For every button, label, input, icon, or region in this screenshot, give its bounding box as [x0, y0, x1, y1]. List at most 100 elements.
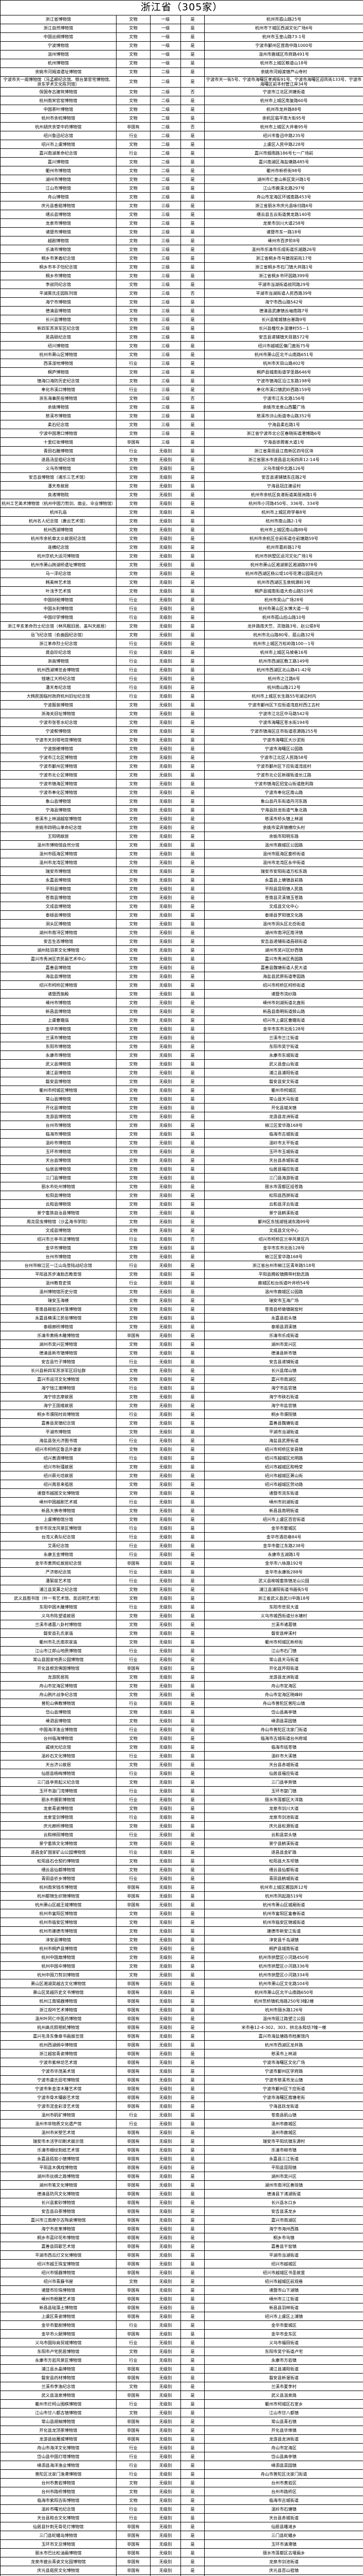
- museum-free-admission: 是: [180, 2434, 205, 2444]
- museum-name: 泰顺廊桥博物馆: [0, 1322, 117, 1332]
- table-row: 仙居县杨梅博物馆 行业 无级别是仙居县福应街道: [0, 1769, 363, 1778]
- museum-name: 嵊州市根雕艺术馆: [0, 2294, 117, 2304]
- museum-free-admission: 是: [180, 709, 205, 719]
- museum-free-admission: 是: [180, 2215, 205, 2225]
- museum-address: 温州市乐清市乐成街道乐湖路26号: [204, 245, 363, 255]
- table-row: 浙江越窑青瓷博物馆 非国有 无级别是慈溪市上林湖: [0, 2049, 363, 2059]
- museum-free-admission: 是: [180, 1646, 205, 1656]
- museum-type: 文物: [116, 972, 151, 981]
- museum-address: 嘉兴市秀洲区秀园路: [204, 954, 363, 964]
- museum-name: 杭州市桐庐县博物馆: [0, 1944, 117, 1954]
- museum-address: 绍兴市上虞区上浦镇: [204, 2312, 363, 2321]
- table-row: 杭州中国刀剪剑博物馆 文物 无级别是杭州市拱墅区小河路334号: [0, 1970, 363, 1980]
- museum-name: 金华市婺剧博物馆: [0, 2320, 117, 2330]
- museum-free-admission: 是: [180, 227, 205, 237]
- museum-address: 浙江省桐乡市环园路399号: [204, 271, 363, 281]
- museum-level: 三级: [150, 280, 181, 290]
- museum-name: 慈溪市博物馆: [0, 411, 117, 421]
- museum-level: 无级别: [150, 726, 181, 736]
- museum-type: 文物: [116, 744, 151, 754]
- museum-level: 无级别: [150, 1217, 181, 1227]
- museum-free-admission: 是: [180, 1287, 205, 1297]
- museum-level: 无级别: [150, 1024, 181, 1034]
- museum-level: 无级别: [150, 910, 181, 920]
- museum-address: 杭州市南山路2-1号: [204, 516, 363, 526]
- museum-free-admission: 是: [180, 1918, 205, 1927]
- museum-level: 无级别: [150, 1777, 181, 1787]
- museum-free-admission: 是: [180, 1944, 205, 1954]
- table-row: 西溪湿地博物馆 行业 三级是杭州市天目山路402号: [0, 359, 363, 368]
- table-row: 宁波市虞氏旧宅博物馆 非国有 无级别是宁波市慈溪市龙山镇: [0, 2075, 363, 2085]
- table-row: 嘉兴南湖革命纪念馆 行业 二级是嘉兴市烟雨路186号七一广场前: [0, 148, 363, 158]
- museum-name: 江山市江郎山地质博物馆: [0, 1646, 117, 1656]
- museum-name: 萧山区湘湖吴越古文化博物馆: [0, 1979, 117, 1989]
- museum-level: 无级别: [150, 1804, 181, 1814]
- museum-level: 无级别: [150, 954, 181, 964]
- museum-level: 二级: [150, 122, 181, 132]
- museum-type: 文物: [116, 1620, 151, 1630]
- museum-type: 文物: [116, 963, 151, 973]
- table-row: 韩美林艺术馆 文物 无级别是杭州市西湖区玉泉桃源岭3号: [0, 578, 363, 587]
- museum-level: 无级别: [150, 1506, 181, 1516]
- museum-type: 文物: [116, 394, 151, 403]
- museum-type: 文物: [116, 1488, 151, 1498]
- museum-free-admission: 是: [180, 96, 205, 106]
- museum-level: 无级别: [150, 2128, 181, 2138]
- table-row: 嵊州中国越剧艺术城 行业 无级别是嵊州市剡湖街道: [0, 1497, 363, 1507]
- table-row: 丽水市处州博物馆 文物 无级别是丽水市莲都区括苍路: [0, 1182, 363, 1192]
- museum-type: 非国有: [116, 2259, 151, 2269]
- museum-type: 文物: [116, 770, 151, 780]
- table-row: 萧山区吴越历史文书博物馆 非国有 无级别是杭州市萧山区北干山南路650号: [0, 1988, 363, 1997]
- museum-level: 无级别: [150, 1848, 181, 1857]
- museum-free-admission: 是: [180, 437, 205, 447]
- museum-level: 无级别: [150, 2504, 181, 2514]
- museum-type: 非国有: [116, 2172, 151, 2181]
- table-row: 宁波服装博物馆 文物 无级别是宁波市鄞州区下应街道湾底村西江古村: [0, 700, 363, 710]
- museum-name: 潘天寿故居: [0, 481, 117, 491]
- museum-address: 余姚市龙泉山西麓广场: [204, 402, 363, 412]
- museum-type: 行业: [116, 665, 151, 675]
- museum-address: 武义县壶山街道: [204, 1059, 363, 1069]
- museum-level: 无级别: [150, 2443, 181, 2453]
- museum-name: 永嘉县楠溪江民俗博物馆: [0, 1313, 117, 1323]
- museum-type: 非国有: [116, 2005, 151, 2015]
- table-row: 海宁王国维故居 文物 无级别是海宁市盐官镇: [0, 1401, 363, 1411]
- table-row: 金华市博物馆 文物 无级别是金华市东市北街128号: [0, 1243, 363, 1253]
- museum-free-admission: 是: [180, 726, 205, 736]
- museum-type: 行业: [116, 1278, 151, 1288]
- museum-free-admission: 是: [180, 744, 205, 754]
- museum-free-admission: 是: [180, 1637, 205, 1647]
- table-row: 台州临海博物馆 文物 无级别是临海市古城街道台州府城: [0, 1734, 363, 1743]
- museum-free-admission: 是: [180, 140, 205, 149]
- museum-name: 温岭石文化博物馆: [0, 1751, 117, 1761]
- museum-name: 文成县博物馆: [0, 1226, 117, 1235]
- table-row: 杭州南宋钱币博物馆 非国有 无级别是杭州市上城区酱园弄12号: [0, 1883, 363, 1892]
- museum-type: 文物: [116, 569, 151, 579]
- museum-level: 无级别: [150, 1182, 181, 1192]
- museum-name: 宁波市天封塔地宫博物馆: [0, 735, 117, 745]
- museum-free-admission: 是: [180, 1129, 205, 1139]
- table-row: 永康市方岩风景区博物馆 行业 无级别是永康市方岩镇: [0, 2355, 363, 2365]
- museum-type: 文物: [116, 1918, 151, 1927]
- museum-address: 浦江县浦阳街道书画街5号: [204, 1585, 363, 1595]
- museum-address: 舟山市普陀区沈家门街道: [204, 2469, 363, 2479]
- museum-type: 非国有: [116, 2137, 151, 2146]
- museum-name: 杭州工艺美术博物馆（杭州中国刀剪剑、扇业、伞业博物馆）: [0, 499, 117, 509]
- table-row: 周尧昆虫博物馆（沙孟海书学院） 文物 无级别是鄞州区东钱湖钱湖东路99号: [0, 1217, 363, 1227]
- table-row: 绍兴市上虞博物馆 文物 二级是上虞区人民中路228号: [0, 140, 363, 149]
- museum-address: 宁波市海曙区大沙泥街: [204, 735, 363, 745]
- museum-address: 宁海县冠庄建设村: [204, 481, 363, 491]
- museum-level: 无级别: [150, 1059, 181, 1069]
- museum-type: 文物: [116, 1156, 151, 1165]
- museum-free-admission: 是: [180, 963, 205, 973]
- museum-level: 无级别: [150, 1909, 181, 1919]
- museum-address: 台州市黄岩区: [204, 2478, 363, 2488]
- museum-address: 临海市古城街道: [204, 1129, 363, 1139]
- table-row: 连横纪念馆 文物 无级别是杭州市葛岭路17号: [0, 543, 363, 552]
- museum-level: 无级别: [150, 832, 181, 841]
- museum-address: 绍兴市越城区前观巷: [204, 2277, 363, 2286]
- museum-address: 嘉兴市南湖区: [204, 2215, 363, 2225]
- museum-level: 三级: [150, 236, 181, 246]
- museum-free-admission: 是: [180, 1681, 205, 1691]
- museum-address: 绍兴市越城区书圣故里: [204, 2268, 363, 2278]
